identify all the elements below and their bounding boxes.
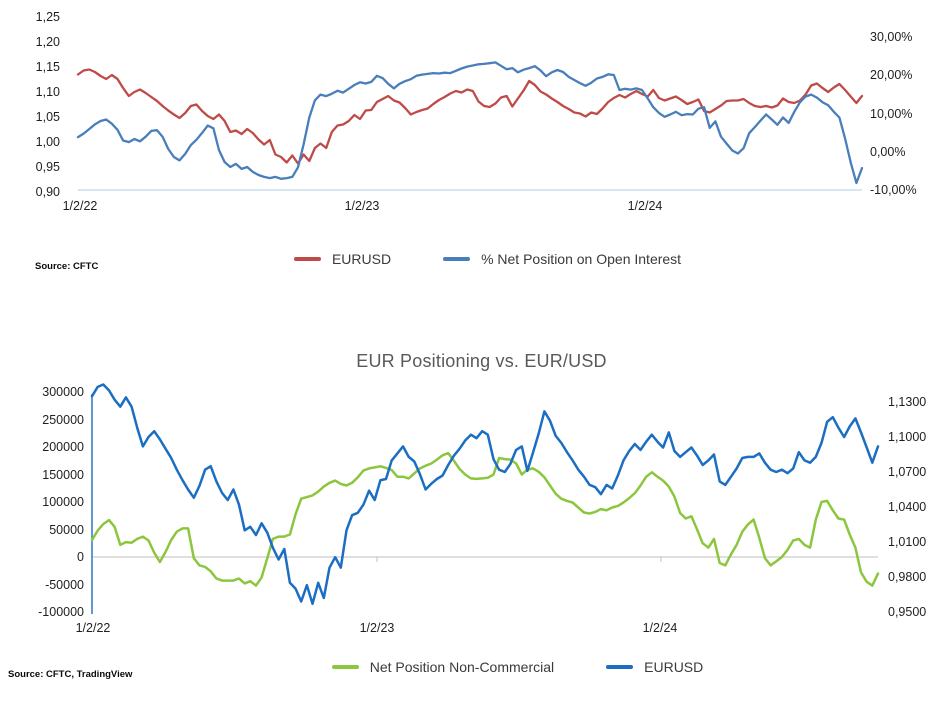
x-axis-tick-label: 1/2/24 [642, 621, 678, 635]
right-axis-tick-label: 1,1000 [888, 430, 927, 445]
legend-item-net-position-on-open-interest: % Net Position on Open Interest [443, 251, 681, 267]
legend-item-net-position-non-commercial: Net Position Non-Commercial [331, 659, 555, 675]
right-axis-tick-label: 1,1300 [888, 395, 927, 410]
right-axis-tick-label: 10,00% [870, 106, 913, 121]
legend-label: Net Position Non-Commercial [369, 659, 555, 675]
left-axis-tick-label: 1,25 [35, 10, 60, 24]
left-axis-tick-label: 1,20 [35, 35, 60, 49]
right-axis-tick-label: 30,00% [870, 30, 913, 45]
right-axis-tick-label: 0,9500 [888, 605, 927, 619]
left-axis-tick-label: 200000 [42, 440, 84, 454]
left-axis-tick-label: 1,10 [35, 85, 60, 99]
net-position-non-commercial-line [90, 451, 880, 587]
legend-label: EURUSD [644, 659, 704, 675]
right-axis-tick-label: 1,0400 [888, 500, 927, 515]
left-axis-tick-label: 0 [77, 550, 84, 564]
bottom-chart-legend: Net Position Non-Commercial EURUSD [86, 658, 949, 676]
legend-marker-eurusd [606, 665, 634, 669]
right-axis-tick-label: -10,00% [870, 183, 917, 198]
x-axis-tick-label: 1/2/24 [627, 199, 663, 213]
top-chart-source: Source: CFTC [35, 261, 99, 272]
x-axis-tick-label: 1/2/23 [344, 199, 380, 213]
top-chart-legend: EURUSD % Net Position on Open Interest [26, 250, 949, 268]
legend-label: EURUSD [331, 251, 392, 267]
bottom-chart-source: Source: CFTC, TradingView [8, 669, 133, 680]
left-axis-tick-label: 100000 [42, 495, 84, 509]
right-axis-tick-label: 1,0100 [888, 535, 927, 549]
right-axis-tick-label: 20,00% [870, 68, 913, 83]
legend-item-eurusd: EURUSD [293, 251, 392, 267]
x-axis-tick-label: 1/2/22 [62, 199, 98, 213]
bottom-chart-title: EUR Positioning vs. EUR/USD [356, 351, 607, 371]
legend-marker-net-position-non-commercial [331, 665, 359, 669]
x-axis-tick-label: 1/2/23 [359, 621, 395, 635]
eurusd-line [76, 68, 864, 165]
left-axis-tick-label: -100000 [38, 605, 84, 619]
legend-item-eurusd: EURUSD [606, 659, 703, 675]
right-axis-tick-label: 0,9800 [888, 570, 927, 584]
x-axis-tick-label: 1/2/22 [75, 621, 111, 635]
legend-marker-eurusd [293, 257, 321, 261]
right-axis-tick-label: 1,0700 [888, 465, 927, 480]
legend-marker-net-position-on-open-interest [443, 257, 471, 261]
right-axis-tick-label: 0,00% [870, 145, 906, 159]
left-axis-tick-label: 1,00 [35, 135, 60, 149]
left-axis-tick-label: 0,90 [35, 185, 60, 199]
left-axis-tick-label: 300000 [42, 385, 84, 399]
left-axis-tick-label: 150000 [42, 467, 84, 482]
net-position-on-open-interest-line [76, 61, 864, 185]
left-axis-tick-label: 1,15 [35, 60, 60, 74]
left-axis-tick-label: 50000 [49, 522, 84, 537]
left-axis-tick-label: 1,05 [35, 110, 60, 124]
legend-label: % Net Position on Open Interest [481, 251, 682, 267]
eurusd-line [90, 383, 880, 606]
left-axis-tick-label: 0,95 [35, 160, 60, 174]
left-axis-tick-label: -50000 [45, 577, 84, 592]
left-axis-tick-label: 250000 [42, 412, 84, 427]
